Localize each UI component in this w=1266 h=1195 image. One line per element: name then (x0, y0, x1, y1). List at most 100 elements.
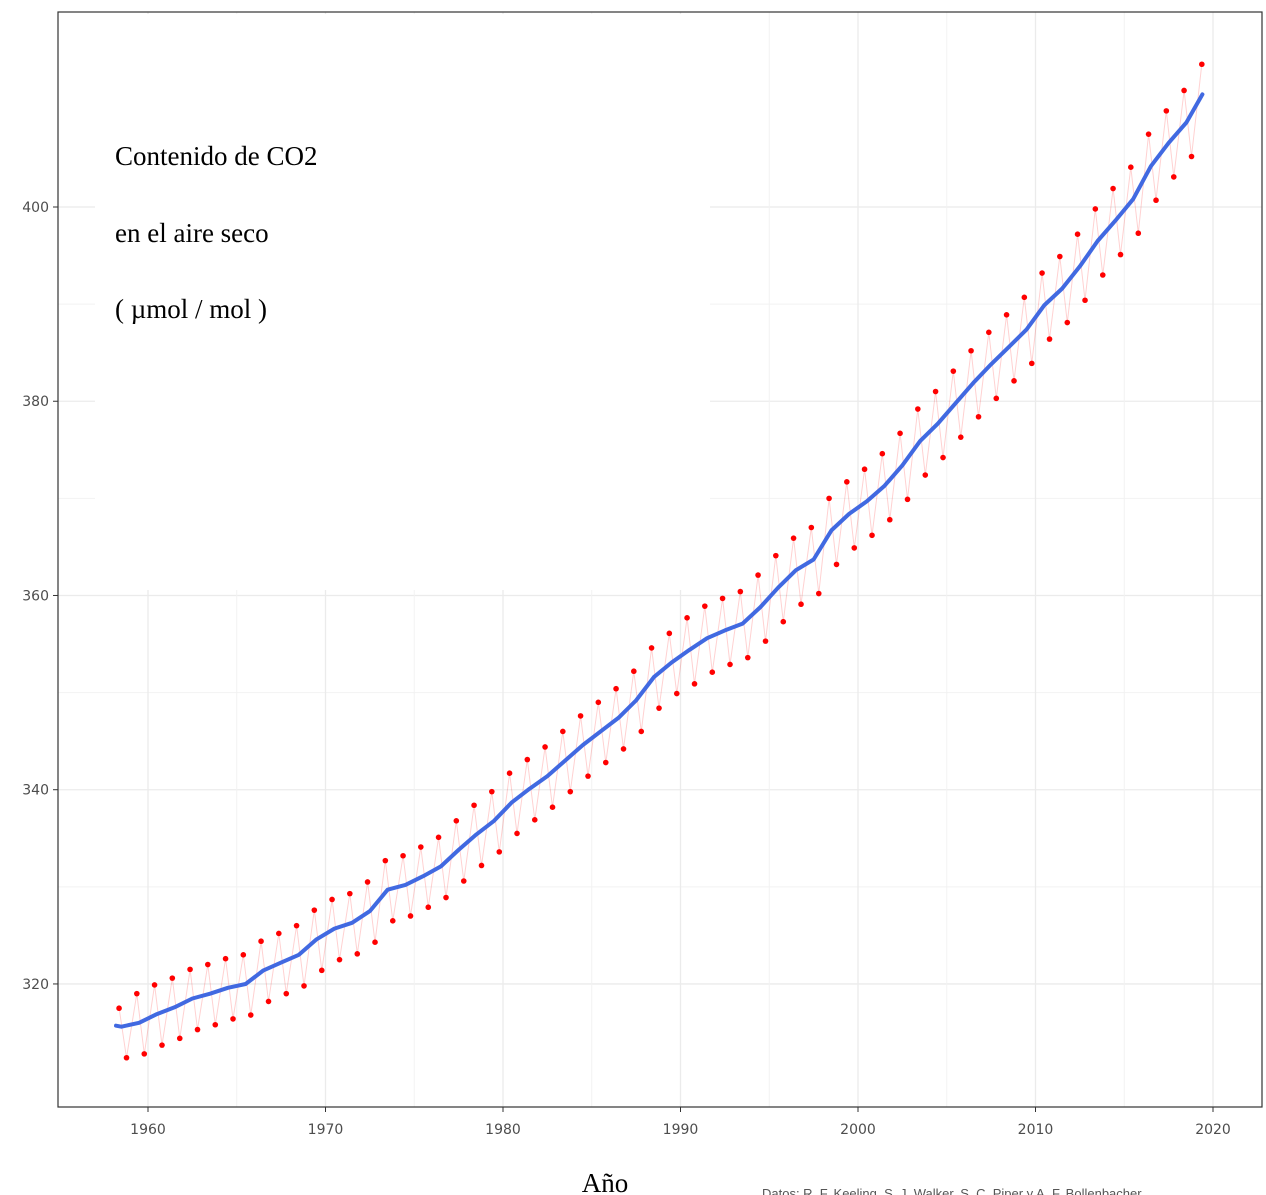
data-point (471, 802, 477, 809)
data-point (1003, 312, 1010, 318)
data-point (922, 472, 929, 478)
data-point (1128, 164, 1134, 170)
data-point (673, 690, 680, 697)
data-point (230, 1016, 236, 1022)
data-point (577, 713, 584, 719)
data-point (585, 773, 591, 779)
data-point (549, 804, 556, 810)
data-point (567, 788, 574, 795)
data-point (506, 770, 513, 777)
source-note: Datos: R. F. Keeling, S. J. Walker, S. C… (762, 1186, 1142, 1195)
data-point (656, 705, 662, 711)
data-point (620, 746, 627, 752)
data-point (496, 849, 503, 855)
data-point (407, 913, 414, 919)
data-point (719, 595, 726, 602)
x-tick-label: 2020 (1195, 1122, 1231, 1138)
data-point (1039, 270, 1045, 276)
trend-line (114, 92, 1205, 1029)
data-point (915, 406, 921, 412)
data-point (1110, 185, 1116, 192)
data-point (702, 603, 708, 609)
data-point (169, 975, 176, 981)
data-point (1153, 197, 1159, 204)
data-point (762, 638, 769, 644)
data-point (790, 535, 797, 541)
data-point (879, 450, 886, 457)
data-point (372, 939, 378, 945)
x-axis-title: Año (582, 1168, 629, 1195)
data-point (151, 982, 158, 988)
data-point (993, 395, 1000, 402)
data-point (265, 998, 272, 1005)
data-point (869, 532, 875, 539)
data-point (940, 454, 946, 461)
data-point (1092, 206, 1099, 212)
data-point (595, 699, 602, 706)
y-tick-label: 340 (22, 783, 49, 799)
data-point (897, 430, 903, 437)
data-point (1021, 294, 1028, 301)
data-point (283, 990, 290, 997)
data-point (123, 1054, 130, 1061)
data-point (354, 951, 361, 957)
data-point (435, 834, 442, 841)
data-point (691, 681, 698, 687)
data-point (336, 956, 343, 963)
data-point (1046, 336, 1053, 342)
data-point (986, 329, 992, 336)
data-point (684, 615, 690, 621)
data-point (709, 669, 716, 676)
data-point (833, 561, 840, 568)
data-point (205, 961, 211, 968)
data-point (347, 890, 353, 897)
data-point (1163, 108, 1170, 114)
data-point (194, 1026, 201, 1033)
data-point (301, 983, 307, 989)
data-point (116, 1005, 122, 1012)
data-point (1135, 230, 1142, 237)
data-point (524, 756, 531, 763)
annotation: Contenido de CO2 (115, 141, 318, 171)
y-tick-label: 320 (22, 977, 49, 993)
data-point (648, 645, 655, 651)
data-point (159, 1042, 165, 1048)
data-point (141, 1051, 148, 1057)
data-point (1181, 87, 1187, 94)
data-point (460, 878, 467, 884)
y-tick-label: 360 (22, 588, 49, 604)
data-point (258, 938, 264, 945)
data-point (187, 966, 193, 973)
data-point (1199, 61, 1205, 68)
data-point (514, 830, 520, 837)
y-tick-label: 380 (22, 394, 49, 410)
data-point (1117, 251, 1124, 258)
data-point (1064, 319, 1071, 326)
data-point (968, 347, 974, 354)
data-point (1082, 297, 1088, 304)
data-point (826, 495, 832, 502)
data-point (240, 952, 247, 958)
data-point (1074, 231, 1081, 238)
data-point (638, 728, 645, 735)
data-point (318, 967, 325, 974)
data-point (247, 1012, 254, 1018)
data-point (861, 466, 868, 473)
data-point (727, 661, 733, 668)
annotation: en el aire seco (115, 218, 269, 248)
data-point (666, 630, 673, 637)
data-point (798, 601, 804, 608)
data-point (364, 879, 371, 885)
data-point (904, 496, 911, 503)
data-point (418, 844, 424, 850)
data-point (613, 685, 619, 692)
data-point (276, 930, 282, 937)
data-point (755, 572, 761, 578)
marks (114, 61, 1205, 1061)
data-point (1028, 360, 1035, 367)
data-point (737, 588, 744, 595)
data-point (773, 552, 779, 559)
x-tick-label: 2000 (840, 1122, 876, 1138)
annotation-box (95, 14, 710, 590)
